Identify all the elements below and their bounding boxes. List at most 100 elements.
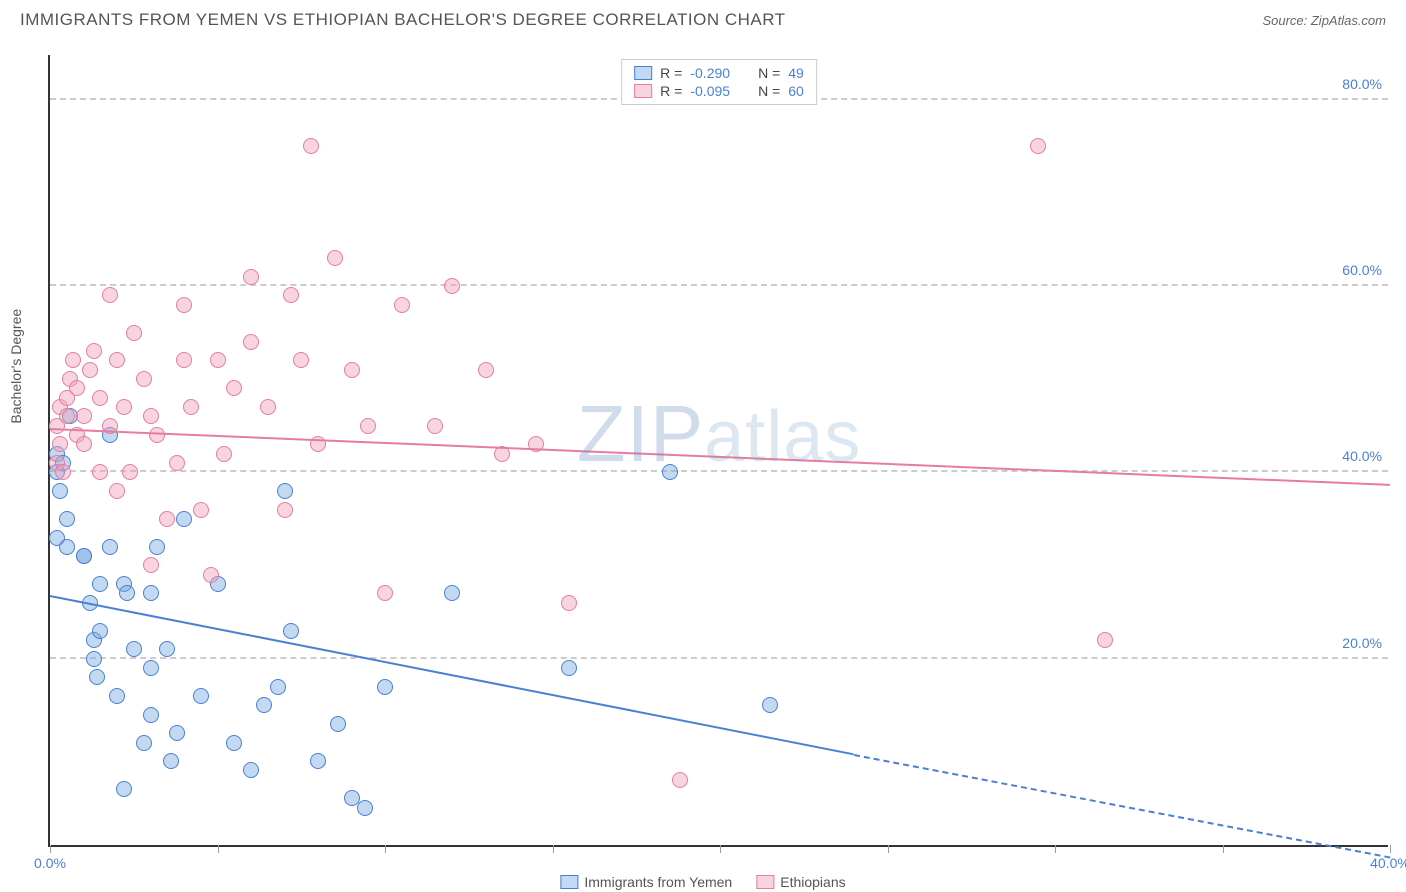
x-minor-tick [888,845,889,853]
data-point [102,287,118,303]
y-axis-label: Bachelor's Degree [8,309,24,424]
data-point [1097,632,1113,648]
data-point [478,362,494,378]
data-point [243,334,259,350]
data-point [226,735,242,751]
data-point [427,418,443,434]
plot-inner: 20.0%40.0%60.0%80.0%0.0%40.0% [50,55,1388,845]
stats-r-value: -0.095 [690,83,730,99]
data-point [444,585,460,601]
data-point [149,427,165,443]
data-point [149,539,165,555]
data-point [293,352,309,368]
data-point [82,362,98,378]
data-point [226,380,242,396]
x-minor-tick [1390,845,1391,853]
data-point [92,623,108,639]
data-point [109,688,125,704]
data-point [92,464,108,480]
legend-item: Ethiopians [756,874,845,890]
data-point [169,455,185,471]
data-point [176,297,192,313]
data-point [86,343,102,359]
data-point [109,483,125,499]
data-point [260,399,276,415]
data-point [76,436,92,452]
stats-swatch [634,66,652,80]
stats-r-value: -0.290 [690,65,730,81]
gridline-h [50,470,1388,472]
data-point [561,660,577,676]
data-point [444,278,460,294]
legend-label: Immigrants from Yemen [584,874,732,890]
data-point [119,585,135,601]
data-point [377,585,393,601]
data-point [256,697,272,713]
data-point [183,399,199,415]
data-point [59,511,75,527]
data-point [561,595,577,611]
y-tick-label: 20.0% [1342,635,1382,651]
data-point [52,436,68,452]
data-point [143,707,159,723]
data-point [65,352,81,368]
data-point [277,502,293,518]
data-point [109,352,125,368]
data-point [159,511,175,527]
x-minor-tick [1055,845,1056,853]
x-minor-tick [385,845,386,853]
source-prefix: Source: [1262,13,1310,28]
x-tick-label: 0.0% [34,855,66,871]
x-minor-tick [553,845,554,853]
data-point [377,679,393,695]
data-point [176,352,192,368]
data-point [59,539,75,555]
stats-r-label: R = [660,65,682,81]
data-point [163,753,179,769]
data-point [176,511,192,527]
gridline-h [50,657,1388,659]
data-point [327,250,343,266]
stats-n-label: N = [758,83,780,99]
data-point [143,557,159,573]
data-point [143,585,159,601]
data-point [270,679,286,695]
x-minor-tick [720,845,721,853]
data-point [143,408,159,424]
stats-box: R =-0.290N =49R =-0.095N =60 [621,59,817,105]
data-point [662,464,678,480]
data-point [122,464,138,480]
data-point [243,269,259,285]
y-tick-label: 60.0% [1342,262,1382,278]
data-point [92,390,108,406]
trendline [50,428,1390,486]
data-point [762,697,778,713]
data-point [672,772,688,788]
data-point [92,576,108,592]
bottom-legend: Immigrants from Yemen Ethiopians [560,874,845,890]
legend-swatch [560,875,578,889]
data-point [277,483,293,499]
data-point [169,725,185,741]
data-point [76,408,92,424]
data-point [126,641,142,657]
data-point [59,408,75,424]
legend-swatch [756,875,774,889]
data-point [203,567,219,583]
stats-n-label: N = [758,65,780,81]
stats-n-value: 60 [788,83,804,99]
data-point [52,483,68,499]
chart-plot-area: 20.0%40.0%60.0%80.0%0.0%40.0% ZIPatlas R… [48,55,1388,847]
source-label: Source: ZipAtlas.com [1262,13,1386,28]
data-point [86,651,102,667]
stats-row: R =-0.290N =49 [634,64,804,82]
data-point [303,138,319,154]
data-point [136,371,152,387]
data-point [360,418,376,434]
y-tick-label: 80.0% [1342,76,1382,92]
data-point [344,362,360,378]
data-point [310,753,326,769]
data-point [193,502,209,518]
x-minor-tick [1223,845,1224,853]
x-minor-tick [218,845,219,853]
